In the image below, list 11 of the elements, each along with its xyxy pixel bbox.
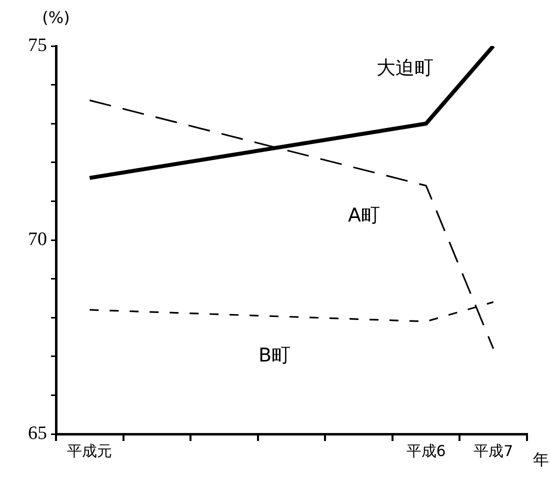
y-tick-label: 75	[28, 34, 47, 56]
x-tick-label: 平成元	[67, 442, 112, 460]
series-label: A町	[348, 204, 380, 227]
x-tick-label: 平成6	[406, 442, 446, 460]
series-label: B町	[258, 344, 291, 366]
y-tick-label: 70	[28, 228, 47, 250]
y-tick-label: 65	[28, 422, 47, 444]
series-label: 大迫町	[376, 57, 434, 80]
y-axis-title: (%)	[42, 8, 70, 28]
x-tick-label: 平成7	[474, 442, 514, 460]
x-axis-title: 年	[533, 450, 549, 470]
